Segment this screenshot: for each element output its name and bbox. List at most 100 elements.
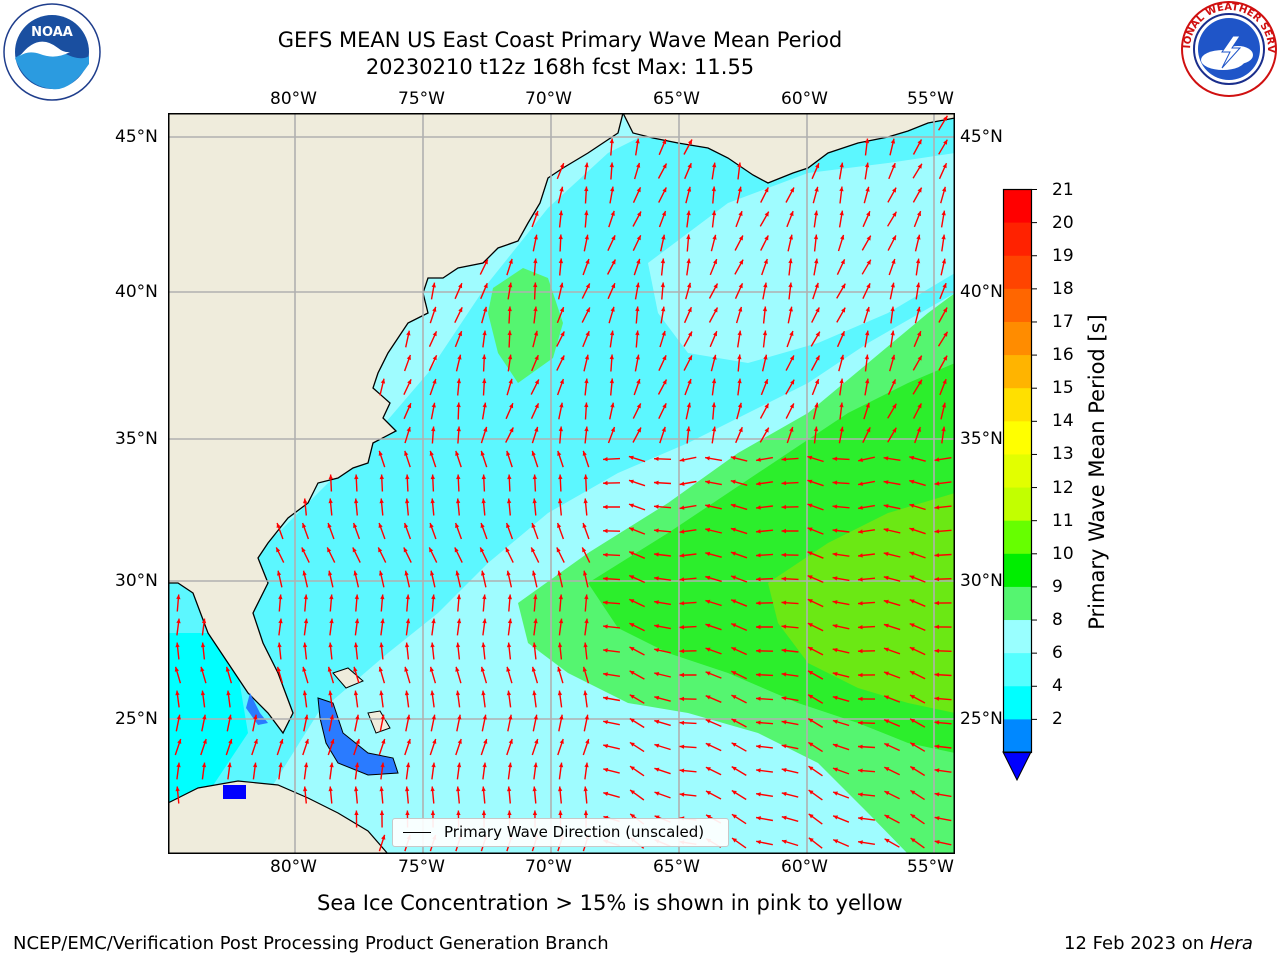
wave-arrow-head xyxy=(506,642,512,648)
wave-arrow-head xyxy=(200,690,206,696)
wave-arrow-head xyxy=(431,618,436,624)
wave-arrow-head xyxy=(705,599,711,604)
wave-arrow-head xyxy=(883,623,889,628)
wave-arrow-head xyxy=(481,690,486,696)
wave-arrow-head xyxy=(706,791,711,796)
wave-arrow-head xyxy=(756,529,761,534)
wave-arrow-head xyxy=(865,378,870,384)
wave-arrow-head xyxy=(654,552,659,557)
wave-arrow-head xyxy=(807,551,813,556)
wave-arrow-head xyxy=(731,695,737,700)
wave-arrow-head xyxy=(584,618,589,624)
wave-arrow-head xyxy=(558,618,564,624)
wave-arrow-head xyxy=(832,648,838,653)
wave-arrow-head xyxy=(406,714,411,720)
wave-arrow-head xyxy=(278,762,283,768)
wave-arrow-head xyxy=(482,402,487,408)
wave-arrow-head xyxy=(584,186,589,192)
wave-arrow-head xyxy=(636,162,641,168)
wave-arrow-head xyxy=(457,714,462,720)
wave-arrow-head xyxy=(660,258,666,264)
wave-arrow-head xyxy=(302,570,307,576)
chart-title: GEFS MEAN US East Coast Primary Wave Mea… xyxy=(277,28,843,52)
wave-arrow-head xyxy=(662,139,667,145)
wave-arrow-head xyxy=(629,527,635,532)
land-bahamas-1 xyxy=(332,667,364,689)
wave-arrow-head xyxy=(737,402,743,408)
wave-arrow-head xyxy=(866,211,871,217)
wave-arrow-head xyxy=(353,666,358,672)
wave-arrow-head xyxy=(781,481,787,486)
wave-arrow-head xyxy=(917,379,922,385)
wave-arrow-head xyxy=(737,162,742,168)
wave-arrow-head xyxy=(174,666,179,672)
wave-arrow-head xyxy=(686,186,692,192)
wave-arrow-head xyxy=(788,282,793,288)
wave-arrow-head xyxy=(481,570,486,576)
wave-arrow-head xyxy=(739,259,744,265)
wave-arrow-head xyxy=(679,792,685,797)
wave-arrow-head xyxy=(532,570,537,576)
lat-tick-right-30n: 30°N xyxy=(960,571,1003,591)
wave-arrow-head xyxy=(917,403,922,409)
colorbar-segment xyxy=(1003,653,1032,687)
wave-arrow-head xyxy=(380,714,385,720)
wave-arrow-head xyxy=(858,457,863,462)
wave-arrow-head xyxy=(686,402,691,408)
wave-arrow-head xyxy=(354,762,360,768)
wave-arrow-head xyxy=(200,666,205,672)
colorbar-tick-label: 9 xyxy=(1052,576,1063,597)
wave-arrow-head xyxy=(407,379,412,385)
wave-arrow-head xyxy=(858,577,863,582)
wave-arrow-head xyxy=(934,624,939,630)
wave-arrow-head xyxy=(890,138,896,144)
wave-arrow-head xyxy=(790,379,795,385)
wave-arrow-head xyxy=(884,791,890,796)
wave-arrow-head xyxy=(610,306,615,312)
wave-arrow-head xyxy=(808,718,814,723)
wave-arrow-head xyxy=(662,355,667,361)
wave-arrow-head xyxy=(839,162,844,168)
wave-arrow-head xyxy=(302,523,307,528)
wave-arrow-head xyxy=(789,211,794,217)
wave-arrow-head xyxy=(482,762,487,768)
wave-arrow-head xyxy=(832,743,838,748)
colorbar-segment xyxy=(1003,222,1032,257)
wave-arrow-head xyxy=(839,378,844,384)
wave-arrow-head xyxy=(934,600,939,606)
wave-arrow-head xyxy=(176,714,181,720)
wave-arrow-head xyxy=(654,695,660,701)
wave-arrow-head xyxy=(559,402,564,408)
wave-arrow-head xyxy=(781,457,787,462)
wave-arrow-head xyxy=(379,642,384,648)
wave-arrow-head xyxy=(705,767,711,772)
wave-arrow-head xyxy=(686,234,691,240)
colorbar-segment xyxy=(1003,288,1032,323)
wave-arrow-head xyxy=(814,282,819,288)
wave-arrow-head xyxy=(430,570,435,576)
wave-arrow-head xyxy=(679,744,685,749)
wave-arrow-head xyxy=(456,378,461,384)
wave-arrow-head xyxy=(507,474,512,480)
wave-arrow-head xyxy=(630,813,636,819)
wave-arrow-head xyxy=(585,331,590,337)
wave-arrow-head xyxy=(584,714,589,720)
wave-arrow-head xyxy=(654,456,659,461)
wave-arrow-head xyxy=(582,666,587,672)
wave-arrow-head xyxy=(781,576,787,581)
wave-arrow-head xyxy=(609,330,615,336)
wave-arrow-head xyxy=(454,547,459,553)
wave-arrow-head xyxy=(406,355,411,360)
wave-arrow-head xyxy=(533,618,538,624)
wave-arrow-head xyxy=(687,307,692,313)
wave-arrow-head xyxy=(839,354,845,360)
wave-arrow-head xyxy=(560,331,565,337)
wave-arrow-head xyxy=(705,527,711,533)
wave-arrow-head xyxy=(629,551,635,556)
noaa-logo: NOAA xyxy=(3,3,101,101)
wave-arrow-head xyxy=(635,306,640,312)
wave-arrow-head xyxy=(531,666,536,672)
wave-arrow-head xyxy=(610,210,615,216)
wave-arrow-head xyxy=(457,354,462,360)
wave-arrow-head xyxy=(405,618,411,624)
